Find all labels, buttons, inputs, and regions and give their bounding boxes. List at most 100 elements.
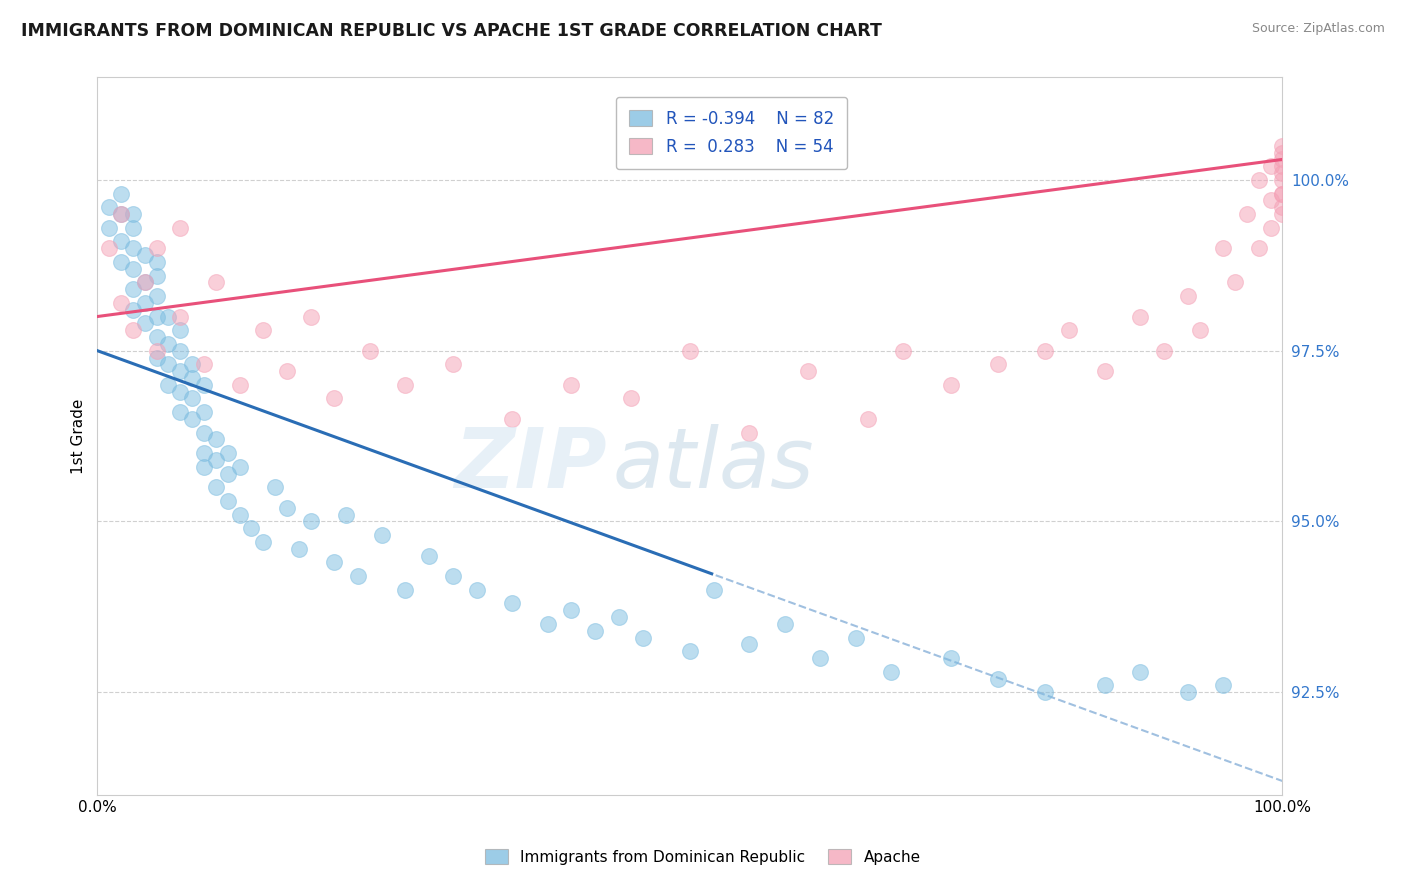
- Point: [145, 310, 167, 324]
- Point: [418, 549, 440, 563]
- Point: [679, 644, 702, 658]
- Point: [205, 453, 228, 467]
- Point: [1094, 678, 1116, 692]
- Point: [1094, 364, 1116, 378]
- Point: [157, 336, 180, 351]
- Point: [773, 616, 796, 631]
- Point: [122, 261, 145, 276]
- Point: [169, 364, 191, 378]
- Point: [169, 310, 191, 324]
- Point: [145, 351, 167, 365]
- Point: [193, 405, 215, 419]
- Point: [110, 186, 132, 201]
- Point: [1271, 173, 1294, 187]
- Point: [1177, 685, 1199, 699]
- Point: [738, 637, 761, 651]
- Point: [193, 425, 215, 440]
- Point: [217, 467, 239, 481]
- Point: [441, 357, 464, 371]
- Point: [856, 412, 879, 426]
- Point: [181, 392, 204, 406]
- Point: [252, 323, 274, 337]
- Point: [1188, 323, 1211, 337]
- Point: [122, 282, 145, 296]
- Point: [441, 569, 464, 583]
- Point: [134, 276, 156, 290]
- Point: [122, 302, 145, 317]
- Point: [1247, 241, 1270, 255]
- Point: [631, 631, 654, 645]
- Point: [145, 289, 167, 303]
- Point: [145, 330, 167, 344]
- Point: [394, 582, 416, 597]
- Point: [620, 392, 643, 406]
- Point: [157, 310, 180, 324]
- Point: [323, 392, 346, 406]
- Point: [122, 241, 145, 255]
- Point: [169, 220, 191, 235]
- Point: [288, 541, 311, 556]
- Point: [299, 310, 322, 324]
- Point: [1129, 665, 1152, 679]
- Point: [1271, 186, 1294, 201]
- Point: [299, 515, 322, 529]
- Point: [98, 241, 121, 255]
- Point: [797, 364, 820, 378]
- Point: [987, 357, 1010, 371]
- Point: [98, 200, 121, 214]
- Point: [252, 535, 274, 549]
- Legend: Immigrants from Dominican Republic, Apache: Immigrants from Dominican Republic, Apac…: [479, 843, 927, 871]
- Point: [1035, 343, 1057, 358]
- Point: [371, 528, 394, 542]
- Point: [1271, 145, 1294, 160]
- Point: [110, 235, 132, 249]
- Point: [134, 276, 156, 290]
- Point: [560, 377, 582, 392]
- Point: [217, 494, 239, 508]
- Point: [205, 433, 228, 447]
- Point: [1271, 200, 1294, 214]
- Point: [323, 556, 346, 570]
- Point: [1260, 220, 1282, 235]
- Point: [1129, 310, 1152, 324]
- Point: [1271, 186, 1294, 201]
- Point: [1212, 678, 1234, 692]
- Point: [1057, 323, 1080, 337]
- Point: [193, 446, 215, 460]
- Point: [169, 343, 191, 358]
- Point: [347, 569, 370, 583]
- Text: atlas: atlas: [613, 425, 814, 505]
- Point: [679, 343, 702, 358]
- Point: [1035, 685, 1057, 699]
- Point: [845, 631, 868, 645]
- Point: [703, 582, 725, 597]
- Point: [1271, 153, 1294, 167]
- Point: [1271, 207, 1294, 221]
- Point: [110, 207, 132, 221]
- Point: [217, 446, 239, 460]
- Point: [228, 459, 250, 474]
- Point: [276, 364, 298, 378]
- Point: [1153, 343, 1175, 358]
- Point: [808, 651, 831, 665]
- Point: [205, 276, 228, 290]
- Point: [98, 220, 121, 235]
- Point: [181, 371, 204, 385]
- Text: IMMIGRANTS FROM DOMINICAN REPUBLIC VS APACHE 1ST GRADE CORRELATION CHART: IMMIGRANTS FROM DOMINICAN REPUBLIC VS AP…: [21, 22, 882, 40]
- Text: ZIP: ZIP: [454, 425, 607, 505]
- Point: [1271, 138, 1294, 153]
- Point: [145, 343, 167, 358]
- Point: [228, 377, 250, 392]
- Point: [205, 480, 228, 494]
- Point: [607, 610, 630, 624]
- Point: [122, 220, 145, 235]
- Point: [110, 296, 132, 310]
- Point: [145, 241, 167, 255]
- Y-axis label: 1st Grade: 1st Grade: [72, 399, 86, 474]
- Point: [181, 357, 204, 371]
- Point: [157, 357, 180, 371]
- Point: [939, 651, 962, 665]
- Point: [335, 508, 357, 522]
- Point: [134, 248, 156, 262]
- Point: [501, 596, 523, 610]
